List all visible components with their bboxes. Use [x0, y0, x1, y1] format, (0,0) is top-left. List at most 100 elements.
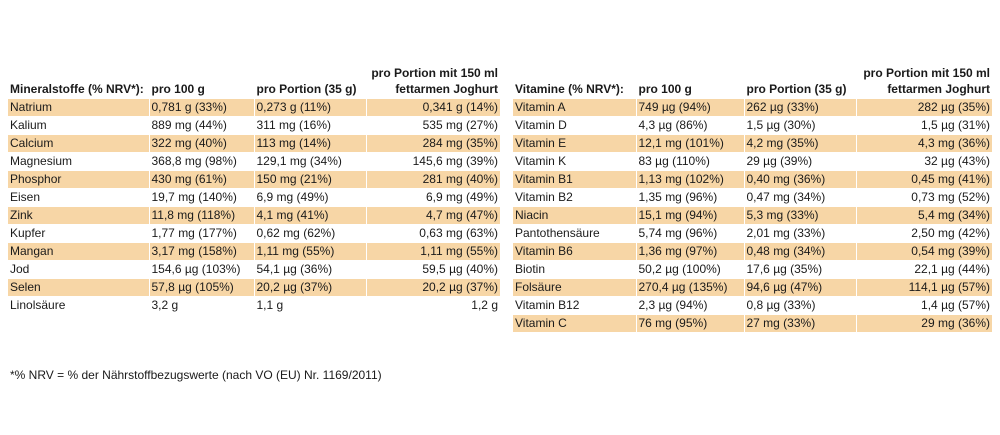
vitamins-header-per-portion: pro Portion (35 g)	[743, 65, 856, 99]
per-portion-cell: 129,1 mg (34%)	[253, 152, 366, 171]
per-yogurt-cell: 29 mg (36%)	[855, 314, 992, 333]
nutrient-name-cell: Vitamin E	[513, 134, 636, 153]
nutrient-name-cell: Vitamin C	[513, 314, 636, 333]
table-row: Kalium 889 mg (44%) 311 mg (16%) 535 mg (27…	[8, 116, 500, 135]
per-yogurt-cell: 0,54 mg (39%)	[855, 242, 992, 261]
nutrient-name-cell: Eisen	[8, 188, 149, 207]
per-yogurt-cell: 1,4 µg (57%)	[855, 296, 992, 315]
per-yogurt-cell: 5,4 mg (34%)	[855, 206, 992, 225]
minerals-panel: Mineralstoffe (% NRV*): pro 100 g pro Po…	[8, 65, 500, 315]
per-portion-cell: 6,9 mg (49%)	[253, 188, 366, 207]
nutrient-name-cell: Niacin	[513, 206, 636, 225]
table-row: Vitamin C 76 mg (95%) 27 mg (33%) 29 mg (36…	[513, 314, 992, 333]
per100-cell: 154,6 µg (103%)	[148, 260, 254, 279]
nutrient-name-cell: Vitamin K	[513, 152, 636, 171]
table-row: Magnesium 368,8 mg (98%) 129,1 mg (34%) 145…	[8, 152, 500, 171]
table-row: Vitamin B1 1,13 mg (102%) 0,40 mg (36%) 0,4…	[513, 170, 992, 189]
per-yogurt-cell: 6,9 mg (49%)	[365, 188, 500, 207]
per-portion-cell: 5,3 mg (33%)	[743, 206, 856, 225]
minerals-header-row: Mineralstoffe (% NRV*): pro 100 g pro Po…	[8, 65, 500, 99]
nutrient-name-cell: Magnesium	[8, 152, 149, 171]
per-yogurt-cell: 32 µg (43%)	[855, 152, 992, 171]
per-yogurt-cell: 114,1 µg (57%)	[855, 278, 992, 297]
per100-cell: 1,36 mg (97%)	[635, 242, 744, 261]
per-portion-cell: 0,8 µg (33%)	[743, 296, 856, 315]
per-portion-cell: 0,62 mg (62%)	[253, 224, 366, 243]
vitamins-header-per100: pro 100 g	[635, 65, 744, 99]
nrv-footnote: *% NRV = % der Nährstoffbezugswerte (nac…	[10, 368, 382, 382]
vitamins-table: Vitamine (% NRV*): pro 100 g pro Portion…	[513, 65, 992, 333]
minerals-header-per-yogurt: pro Portion mit 150 ml fettarmen Joghurt	[365, 65, 500, 99]
table-row: Vitamin D 4,3 µg (86%) 1,5 µg (30%) 1,5 µg …	[513, 116, 992, 135]
per-portion-cell: 17,6 µg (35%)	[743, 260, 856, 279]
per100-cell: 15,1 mg (94%)	[635, 206, 744, 225]
minerals-header-per-yogurt-line1: pro Portion mit 150 ml	[371, 66, 498, 80]
vitamins-header-name: Vitamine (% NRV*):	[513, 65, 636, 99]
minerals-header-per100: pro 100 g	[148, 65, 254, 99]
nutrient-name-cell: Vitamin D	[513, 116, 636, 135]
vitamins-header-row: Vitamine (% NRV*): pro 100 g pro Portion…	[513, 65, 992, 99]
per-portion-cell: 0,273 g (11%)	[253, 98, 366, 117]
per-yogurt-cell: 1,5 µg (31%)	[855, 116, 992, 135]
nutrient-name-cell: Phosphor	[8, 170, 149, 189]
per-portion-cell: 1,11 mg (55%)	[253, 242, 366, 261]
nutrient-name-cell: Calcium	[8, 134, 149, 153]
per-portion-cell: 1,5 µg (30%)	[743, 116, 856, 135]
nutrient-name-cell: Kalium	[8, 116, 149, 135]
per100-cell: 83 µg (110%)	[635, 152, 744, 171]
nutrient-name-cell: Mangan	[8, 242, 149, 261]
table-row: Vitamin E 12,1 mg (101%) 4,2 mg (35%) 4,3 m…	[513, 134, 992, 153]
per-portion-cell: 0,40 mg (36%)	[743, 170, 856, 189]
nutrient-name-cell: Zink	[8, 206, 149, 225]
per-portion-cell: 29 µg (39%)	[743, 152, 856, 171]
per-yogurt-cell: 4,3 mg (36%)	[855, 134, 992, 153]
per100-cell: 270,4 µg (135%)	[635, 278, 744, 297]
minerals-table: Mineralstoffe (% NRV*): pro 100 g pro Po…	[8, 65, 500, 315]
nutrient-name-cell: Vitamin B6	[513, 242, 636, 261]
nutrient-name-cell: Folsäure	[513, 278, 636, 297]
per-yogurt-cell: 535 mg (27%)	[365, 116, 500, 135]
per100-cell: 3,17 mg (158%)	[148, 242, 254, 261]
table-row: Vitamin K 83 µg (110%) 29 µg (39%) 32 µg (4…	[513, 152, 992, 171]
table-row: Phosphor 430 mg (61%) 150 mg (21%) 281 mg (…	[8, 170, 500, 189]
per-yogurt-cell: 59,5 µg (40%)	[365, 260, 500, 279]
per-portion-cell: 2,01 mg (33%)	[743, 224, 856, 243]
per-portion-cell: 4,1 mg (41%)	[253, 206, 366, 225]
per100-cell: 322 mg (40%)	[148, 134, 254, 153]
table-row: Linolsäure 3,2 g 1,1 g 1,2 g	[8, 296, 500, 315]
per100-cell: 76 mg (95%)	[635, 314, 744, 333]
per-yogurt-cell: 0,45 mg (41%)	[855, 170, 992, 189]
nutrient-name-cell: Biotin	[513, 260, 636, 279]
per-portion-cell: 54,1 µg (36%)	[253, 260, 366, 279]
vitamins-header-per-yogurt-line2: fettarmen Joghurt	[887, 82, 990, 96]
per100-cell: 1,13 mg (102%)	[635, 170, 744, 189]
per-yogurt-cell: 282 µg (35%)	[855, 98, 992, 117]
minerals-header-per-yogurt-line2: fettarmen Joghurt	[395, 82, 498, 96]
per-portion-cell: 0,48 mg (34%)	[743, 242, 856, 261]
table-row: Niacin 15,1 mg (94%) 5,3 mg (33%) 5,4 mg (3…	[513, 206, 992, 225]
vitamins-body: Vitamin A 749 µg (94%) 262 µg (33%) 282 µg …	[513, 98, 992, 333]
table-row: Vitamin B2 1,35 mg (96%) 0,47 mg (34%) 0,73…	[513, 188, 992, 207]
table-row: Mangan 3,17 mg (158%) 1,11 mg (55%) 1,11 mg…	[8, 242, 500, 261]
per-portion-cell: 1,1 g	[253, 296, 366, 315]
nutrient-name-cell: Vitamin B1	[513, 170, 636, 189]
per-yogurt-cell: 0,63 mg (63%)	[365, 224, 500, 243]
nutrient-name-cell: Natrium	[8, 98, 149, 117]
per-portion-cell: 20,2 µg (37%)	[253, 278, 366, 297]
per-yogurt-cell: 2,50 mg (42%)	[855, 224, 992, 243]
per100-cell: 57,8 µg (105%)	[148, 278, 254, 297]
per100-cell: 4,3 µg (86%)	[635, 116, 744, 135]
table-row: Natrium 0,781 g (33%) 0,273 g (11%) 0,341 g…	[8, 98, 500, 117]
table-row: Vitamin B6 1,36 mg (97%) 0,48 mg (34%) 0,54…	[513, 242, 992, 261]
per-yogurt-cell: 20,2 µg (37%)	[365, 278, 500, 297]
per100-cell: 19,7 mg (140%)	[148, 188, 254, 207]
per-yogurt-cell: 22,1 µg (44%)	[855, 260, 992, 279]
table-row: Calcium 322 mg (40%) 113 mg (14%) 284 mg (3…	[8, 134, 500, 153]
per-yogurt-cell: 0,73 mg (52%)	[855, 188, 992, 207]
table-row: Selen 57,8 µg (105%) 20,2 µg (37%) 20,2 µg …	[8, 278, 500, 297]
per-yogurt-cell: 0,341 g (14%)	[365, 98, 500, 117]
table-row: Kupfer 1,77 mg (177%) 0,62 mg (62%) 0,63 mg…	[8, 224, 500, 243]
per100-cell: 0,781 g (33%)	[148, 98, 254, 117]
minerals-header-per-portion: pro Portion (35 g)	[253, 65, 366, 99]
vitamins-panel: Vitamine (% NRV*): pro 100 g pro Portion…	[513, 65, 992, 333]
